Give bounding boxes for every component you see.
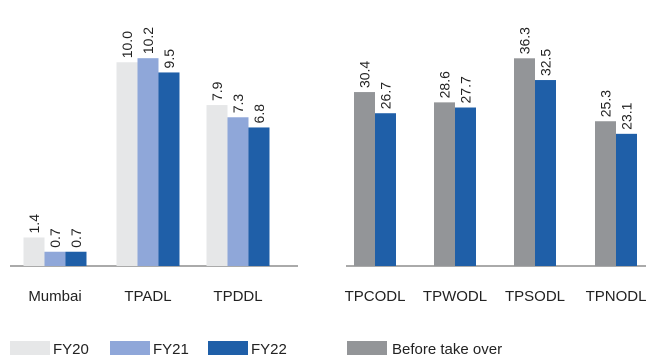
bar-tpnodl-before-take-over [595,121,616,266]
data-label-tpddl-fy20: 7.9 [209,81,225,101]
bar-tpnodl-series-2 [616,133,637,266]
x-tick-label-tpcodl: TPCODL [345,288,406,305]
legend-swatch-fy20 [10,341,50,355]
data-label-mumbai-fy20: 1.4 [26,214,42,234]
right-chart-legend: Before take over [347,341,502,357]
legend-swatch-before-take-over [347,341,387,355]
bar-tpsodl-before-take-over [514,58,535,267]
data-label-tpnodl-before-take-over: 25.3 [598,90,614,117]
bar-mumbai-fy20 [23,237,45,266]
data-label-tpadl-fy21: 10.2 [140,27,156,54]
left-bar-chart: 1.4 0.7 0.7 Mumbai 10.0 10.2 9.5 TPADL 7.9 7.3 6.8… [23,27,270,305]
data-label-tpcodl-series-2: 26.7 [378,82,394,109]
data-label-tpwodl-before-take-over: 28.6 [437,71,453,98]
bar-tpadl-fy22 [158,72,180,266]
data-label-tpsodl-series-2: 32.5 [538,49,554,76]
data-label-tpcodl-before-take-over: 30.4 [357,61,373,88]
data-label-tpddl-fy21: 7.3 [230,94,246,114]
bar-tpadl-fy20 [116,62,138,266]
data-label-tpwodl-series-2: 27.7 [458,76,474,103]
bar-tpadl-fy21 [137,58,159,266]
x-tick-label-tpwodl: TPWODL [423,288,487,305]
data-label-tpddl-fy22: 6.8 [251,104,267,124]
bar-mumbai-fy21 [44,251,66,266]
legend-label-before-take-over: Before take over [392,341,502,357]
legend-label-fy20: FY20 [53,341,89,357]
data-label-tpnodl-series-2: 23.1 [619,102,635,129]
bar-mumbai-fy22 [65,251,87,266]
legend-label-fy21: FY21 [153,341,189,357]
legend-swatch-fy21 [110,341,150,355]
x-tick-label-tpnodl: TPNODL [586,288,647,305]
right-bar-chart: 30.4 26.7 TPCODL 28.6 27.7 TPWODL 36.3 32.5 TPSO… [345,27,647,305]
bar-tpcodl-series-2 [375,113,396,266]
x-tick-label-tpadl: TPADL [124,288,171,305]
x-tick-label-tpddl: TPDDL [213,288,262,305]
x-tick-label-tpsodl: TPSODL [505,288,565,305]
bar-tpcodl-before-take-over [354,92,375,266]
left-chart-legend: FY20 FY21 FY22 [10,341,287,357]
data-label-tpsodl-before-take-over: 36.3 [517,27,533,54]
x-tick-label-mumbai: Mumbai [28,288,81,305]
legend-swatch-fy22 [208,341,248,355]
bar-tpsodl-series-2 [535,80,556,266]
bar-tpddl-fy20 [206,105,228,267]
data-label-tpadl-fy20: 10.0 [119,31,135,58]
data-label-tpadl-fy22: 9.5 [161,49,177,69]
data-label-mumbai-fy22: 0.7 [68,228,84,248]
bar-tpwodl-series-2 [455,107,476,266]
legend-label-fy22: FY22 [251,341,287,357]
data-label-mumbai-fy21: 0.7 [47,228,63,248]
bar-tpddl-fy21 [227,117,249,266]
bar-tpwodl-before-take-over [434,102,455,266]
bar-tpddl-fy22 [248,127,270,266]
